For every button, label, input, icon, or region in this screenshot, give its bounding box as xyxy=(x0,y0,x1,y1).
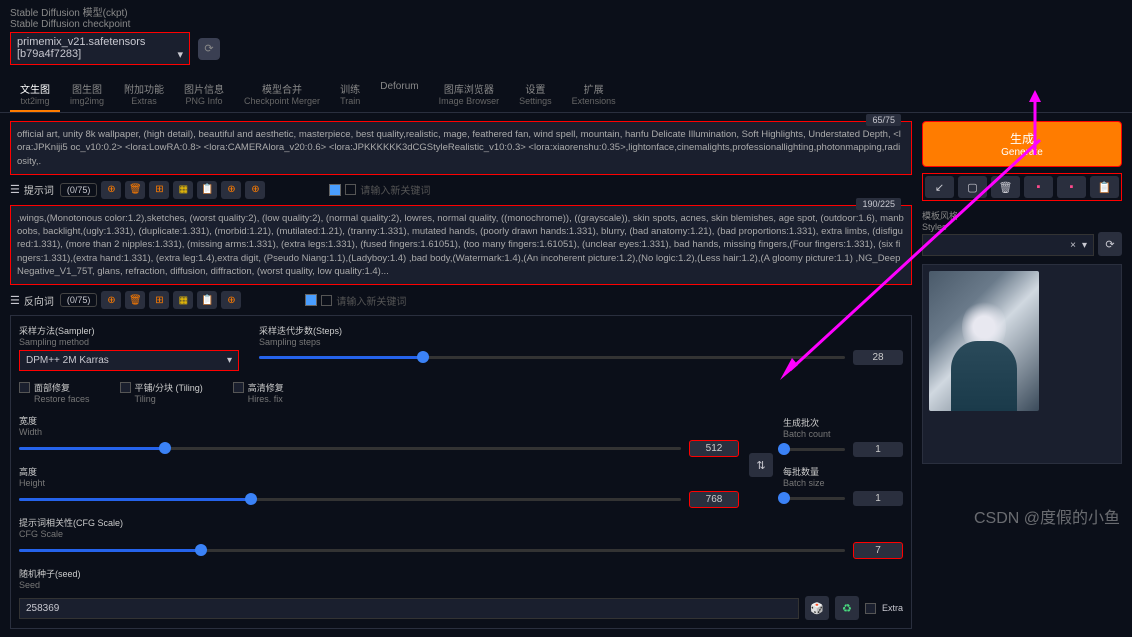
height-value[interactable]: 768 xyxy=(689,491,739,508)
tab-txt2img[interactable]: 文生图txt2img xyxy=(10,77,60,112)
sampler-select[interactable]: DPM++ 2M Karras▾ xyxy=(19,350,239,371)
sampler-label-en: Sampling method xyxy=(19,337,239,347)
refresh-checkpoint-button[interactable]: ⟳ xyxy=(198,38,220,60)
batch-count-value[interactable]: 1 xyxy=(853,442,903,457)
action-btn-6[interactable]: 📋 xyxy=(1090,176,1119,198)
steps-label-en: Sampling steps xyxy=(259,337,903,347)
neg-check[interactable] xyxy=(305,294,317,306)
close-icon[interactable]: × xyxy=(1070,240,1076,251)
ntool-btn-2[interactable]: 🗑 xyxy=(125,291,145,309)
neg-tools-label: 反向词 xyxy=(24,293,54,308)
action-btn-2[interactable]: ▢ xyxy=(958,176,987,198)
batch-size-slider[interactable] xyxy=(783,497,845,500)
width-slider[interactable] xyxy=(19,447,681,450)
ntool-btn-5[interactable]: 📋 xyxy=(197,291,217,309)
styles-refresh-button[interactable]: ⟳ xyxy=(1098,232,1122,256)
prompt-tools-label: 提示词 xyxy=(24,182,54,197)
styles-label-en: Styles xyxy=(922,222,1122,232)
prompt-placeholder: 请输入新关键词 xyxy=(360,182,430,197)
styles-select[interactable]: × ▾ xyxy=(922,234,1094,256)
prompt-counter: 65/75 xyxy=(866,114,901,126)
seed-input[interactable]: 258369 xyxy=(19,598,799,619)
tab-deforum[interactable]: Deforum xyxy=(370,77,428,112)
steps-value[interactable]: 28 xyxy=(853,350,903,365)
tab-train[interactable]: 训练Train xyxy=(330,77,370,112)
styles-label-cn: 模板风格 xyxy=(922,209,1122,222)
neg-placeholder: 请输入新关键词 xyxy=(336,293,406,308)
prompt-check[interactable] xyxy=(329,184,341,196)
batch-size-value[interactable]: 1 xyxy=(853,491,903,506)
checkpoint-label-en: Stable Diffusion checkpoint xyxy=(10,19,1122,30)
chevron-down-icon: ▾ xyxy=(227,355,232,366)
tool-btn-1[interactable]: ⊕ xyxy=(101,181,121,199)
tool-btn-6[interactable]: ⊕ xyxy=(221,181,241,199)
neg-counter: 190/225 xyxy=(856,198,901,210)
negative-prompt-textarea[interactable]: 190/225 ,wings,(Monotonous color:1.2),sk… xyxy=(10,205,912,285)
neg-check2[interactable] xyxy=(321,295,332,306)
tab-extensions[interactable]: 扩展Extensions xyxy=(562,77,626,112)
ntool-btn-3[interactable]: ⊞ xyxy=(149,291,169,309)
ntool-btn-4[interactable]: ▦ xyxy=(173,291,193,309)
chevron-down-icon: ▾ xyxy=(1082,240,1087,251)
ntool-btn-6[interactable]: ⊕ xyxy=(221,291,241,309)
output-preview xyxy=(922,264,1122,464)
action-btn-1[interactable]: ↙ xyxy=(925,176,954,198)
tab-img2img[interactable]: 图生图img2img xyxy=(60,77,114,112)
watermark: CSDN @度假的小鱼 xyxy=(974,504,1120,528)
cfg-value[interactable]: 7 xyxy=(853,542,903,559)
prompt-textarea[interactable]: 65/75 official art, unity 8k wallpaper, … xyxy=(10,121,912,175)
tool-btn-4[interactable]: ▦ xyxy=(173,181,193,199)
swap-wh-button[interactable]: ⇅ xyxy=(749,453,773,477)
steps-label-cn: 采样迭代步数(Steps) xyxy=(259,326,342,336)
tab-extras[interactable]: 附加功能Extras xyxy=(114,77,174,112)
cfg-slider[interactable] xyxy=(19,549,845,552)
chevron-down-icon: ▾ xyxy=(177,48,183,61)
restore-faces-check[interactable] xyxy=(19,382,30,393)
tab-checkpoint merger[interactable]: 模型合并Checkpoint Merger xyxy=(234,77,330,112)
generate-button[interactable]: 生成 Generate xyxy=(922,121,1122,167)
action-btn-5[interactable]: ▪ xyxy=(1057,176,1086,198)
main-tabs: 文生图txt2img图生图img2img附加功能Extras图片信息PNG In… xyxy=(0,69,1132,113)
action-btn-4[interactable]: ▪ xyxy=(1024,176,1053,198)
checkpoint-label-cn: Stable Diffusion 模型(ckpt) xyxy=(10,4,1122,19)
tool-btn-3[interactable]: ⊞ xyxy=(149,181,169,199)
prompt-count-pill: (0/75) xyxy=(60,183,98,197)
height-slider[interactable] xyxy=(19,498,681,501)
tab-settings[interactable]: 设置Settings xyxy=(509,77,562,112)
prompt-tools-icon: ☰ xyxy=(10,183,20,196)
sampler-label-cn: 采样方法(Sampler) xyxy=(19,326,95,336)
tool-btn-2[interactable]: 🗑 xyxy=(125,181,145,199)
seed-extra-check[interactable] xyxy=(865,603,876,614)
seed-recycle-button[interactable]: ♻ xyxy=(835,596,859,620)
generated-image[interactable] xyxy=(929,271,1039,411)
steps-slider[interactable] xyxy=(259,356,845,359)
hires-fix-check[interactable] xyxy=(233,382,244,393)
batch-count-slider[interactable] xyxy=(783,448,845,451)
seed-random-button[interactable]: 🎲 xyxy=(805,596,829,620)
prompt-check2[interactable] xyxy=(345,184,356,195)
tab-image browser[interactable]: 图库浏览器Image Browser xyxy=(429,77,510,112)
neg-tools-icon: ☰ xyxy=(10,294,20,307)
width-value[interactable]: 512 xyxy=(689,440,739,457)
tiling-check[interactable] xyxy=(120,382,131,393)
tool-btn-7[interactable]: ⊕ xyxy=(245,181,265,199)
ntool-btn-1[interactable]: ⊕ xyxy=(101,291,121,309)
tab-png info[interactable]: 图片信息PNG Info xyxy=(174,77,234,112)
neg-count-pill: (0/75) xyxy=(60,293,98,307)
action-btn-3[interactable]: 🗑 xyxy=(991,176,1020,198)
checkpoint-select[interactable]: primemix_v21.safetensors [b79a4f7283] ▾ xyxy=(10,32,190,65)
tool-btn-5[interactable]: 📋 xyxy=(197,181,217,199)
